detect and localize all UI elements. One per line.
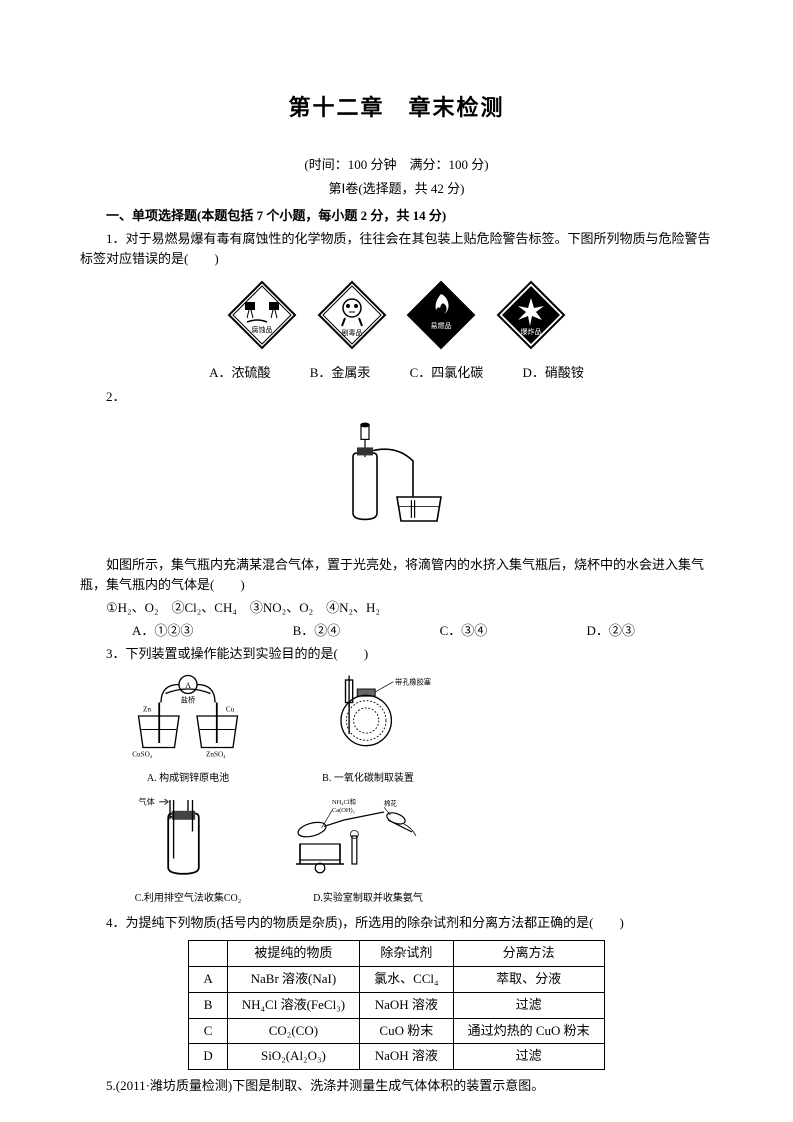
svg-text:Ca(OH)₂: Ca(OH)₂: [332, 807, 355, 814]
th-2: 除杂试剂: [360, 941, 454, 967]
q2-choices: ①H₂、O₂ ②Cl₂、CH₄ ③NO₂、O₂ ④N₂、H₂: [80, 598, 713, 619]
table-row: D SiO₂(Al₂O₃) NaOH 溶液 过滤: [189, 1044, 604, 1070]
svg-text:Cu: Cu: [226, 705, 235, 713]
svg-text:易燃品: 易燃品: [431, 321, 452, 330]
q3-apparatus-grid: A 盐桥 Zn CuSO₄ Cu ZnSO₄ A. 构成铜锌原电池 带孔橡胶塞: [108, 671, 713, 908]
hazard-labels-row: 腐蚀品 剧毒品 易燃品 爆炸品: [80, 280, 713, 358]
q4-text: 为提纯下列物质(括号内的物质是杂质)，所选用的除杂试剂和分离方法都正确的是( ): [126, 915, 624, 930]
cell: SiO₂(Al₂O₃): [227, 1044, 359, 1070]
q2-option-a: A．①②③: [106, 621, 193, 642]
hazard-explosive-icon: 爆炸品: [496, 280, 566, 350]
exam-meta: (时间：100 分钟 满分：100 分): [80, 155, 713, 176]
cell: CO₂(CO): [227, 1018, 359, 1044]
q3-apparatus-d: NH₄Cl和 Ca(OH)₂ 棉花 D.实验室制取并收集氨气: [288, 791, 448, 907]
q2-text: 如图所示，集气瓶内充满某混合气体，置于光亮处，将滴管内的水挤入集气瓶后，烧杯中的…: [80, 557, 704, 593]
question-5: 5.(2011·潍坊质量检测)下图是制取、洗涤并测量生成气体体积的装置示意图。: [80, 1076, 713, 1097]
cell: B: [189, 992, 227, 1018]
q2-option-b: B．②④: [267, 621, 341, 642]
cell: NaOH 溶液: [360, 1044, 454, 1070]
q3-text: 下列装置或操作能达到实验目的的是( ): [126, 646, 369, 661]
svg-text:ZnSO₄: ZnSO₄: [206, 750, 226, 758]
svg-text:盐桥: 盐桥: [181, 695, 195, 704]
cell: 过滤: [453, 992, 604, 1018]
hazard-corrosive-icon: 腐蚀品: [227, 280, 297, 350]
question-1: 1．对于易燃易爆有毒有腐蚀性的化学物质，往往会在其包装上贴危险警告标签。下图所列…: [80, 229, 713, 271]
hazard-flammable-icon: 易燃品: [406, 280, 476, 350]
q2-options: A．①②③ B．②④ C．③④ D．②③: [80, 621, 713, 642]
cell: 过滤: [453, 1044, 604, 1070]
q2-apparatus-figure: [80, 412, 713, 550]
cell: CuO 粉末: [360, 1018, 454, 1044]
q3-apparatus-b: 带孔橡胶塞 B. 一氧化碳制取装置: [288, 671, 448, 787]
cell: 氯水、CCl₄: [360, 966, 454, 992]
cell: D: [189, 1044, 227, 1070]
q3-caption-d: D.实验室制取并收集氨气: [288, 891, 448, 907]
cell: NaOH 溶液: [360, 992, 454, 1018]
question-3: 3．下列装置或操作能达到实验目的的是( ): [80, 644, 713, 665]
q1-options: A．浓硫酸 B．金属汞 C．四氯化碳 D．硝酸铵: [80, 363, 713, 384]
section-1-header: 第Ⅰ卷(选择题，共 42 分): [80, 179, 713, 200]
svg-text:腐蚀品: 腐蚀品: [252, 325, 273, 334]
q1-text: 对于易燃易爆有毒有腐蚀性的化学物质，往往会在其包装上贴危险警告标签。下图所列物质…: [80, 231, 711, 267]
q5-number: 5.: [106, 1078, 116, 1093]
cell: 通过灼热的 CuO 粉末: [453, 1018, 604, 1044]
th-0: [189, 941, 227, 967]
svg-text:气体: 气体: [139, 796, 155, 806]
q1-option-a: A．浓硫酸: [209, 365, 270, 380]
cell: NaBr 溶液(NaI): [227, 966, 359, 992]
q1-option-d: D．硝酸铵: [523, 365, 584, 380]
q3-caption-c: C.利用排空气法收集CO₂: [108, 891, 268, 907]
q1-option-c: C．四氯化碳: [410, 365, 484, 380]
table-row: C CO₂(CO) CuO 粉末 通过灼热的 CuO 粉末: [189, 1018, 604, 1044]
subsection-1: 一、单项选择题(本题包括 7 个小题，每小题 2 分，共 14 分): [80, 206, 713, 227]
table-row: B NH₄Cl 溶液(FeCl₃) NaOH 溶液 过滤: [189, 992, 604, 1018]
q5-source: (2011·潍坊质量检测): [116, 1078, 233, 1093]
q4-table: 被提纯的物质 除杂试剂 分离方法 A NaBr 溶液(NaI) 氯水、CCl₄ …: [188, 940, 604, 1070]
svg-text:NH₄Cl和: NH₄Cl和: [332, 797, 356, 806]
page-title: 第十二章 章末检测: [80, 90, 713, 125]
q2-option-c: C．③④: [414, 621, 488, 642]
q3-apparatus-a: A 盐桥 Zn CuSO₄ Cu ZnSO₄ A. 构成铜锌原电池: [108, 671, 268, 787]
q1-number: 1．: [106, 231, 126, 246]
cell: C: [189, 1018, 227, 1044]
svg-text:带孔橡胶塞: 带孔橡胶塞: [395, 677, 431, 686]
svg-text:剧毒品: 剧毒品: [341, 328, 362, 337]
cell: A: [189, 966, 227, 992]
q2-number: 2．: [106, 389, 126, 404]
question-2-text: 如图所示，集气瓶内充满某混合气体，置于光亮处，将滴管内的水挤入集气瓶后，烧杯中的…: [80, 555, 713, 597]
q3-apparatus-c: 气体 C.利用排空气法收集CO₂: [108, 791, 268, 907]
question-2-number: 2．: [80, 387, 713, 408]
q5-text: 下图是制取、洗涤并测量生成气体体积的装置示意图。: [232, 1078, 544, 1093]
cell: NH₄Cl 溶液(FeCl₃): [227, 992, 359, 1018]
q1-option-b: B．金属汞: [310, 365, 371, 380]
th-3: 分离方法: [453, 941, 604, 967]
question-4: 4．为提纯下列物质(括号内的物质是杂质)，所选用的除杂试剂和分离方法都正确的是(…: [80, 913, 713, 934]
table-header-row: 被提纯的物质 除杂试剂 分离方法: [189, 941, 604, 967]
svg-text:爆炸品: 爆炸品: [520, 327, 541, 336]
hazard-toxic-icon: 剧毒品: [317, 280, 387, 350]
table-row: A NaBr 溶液(NaI) 氯水、CCl₄ 萃取、分液: [189, 966, 604, 992]
svg-text:棉花: 棉花: [384, 799, 397, 808]
svg-text:Zn: Zn: [143, 705, 151, 713]
q2-option-d: D．②③: [560, 621, 634, 642]
q3-caption-b: B. 一氧化碳制取装置: [288, 771, 448, 787]
q3-number: 3．: [106, 646, 126, 661]
th-1: 被提纯的物质: [227, 941, 359, 967]
q4-number: 4．: [106, 915, 126, 930]
svg-text:CuSO₄: CuSO₄: [132, 750, 153, 758]
q3-caption-a: A. 构成铜锌原电池: [108, 771, 268, 787]
cell: 萃取、分液: [453, 966, 604, 992]
